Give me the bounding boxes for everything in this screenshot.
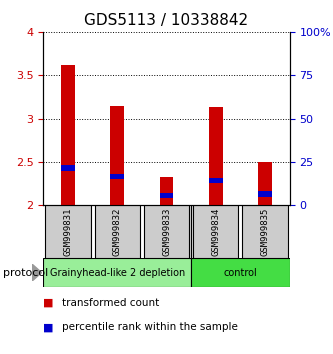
Bar <box>209 107 223 205</box>
Bar <box>193 205 238 258</box>
Text: GSM999831: GSM999831 <box>63 208 73 256</box>
Bar <box>61 165 75 171</box>
Text: GSM999834: GSM999834 <box>211 208 220 256</box>
Bar <box>95 205 140 258</box>
Bar <box>110 105 124 205</box>
Text: protocol: protocol <box>3 268 49 278</box>
Polygon shape <box>32 264 42 281</box>
Text: percentile rank within the sample: percentile rank within the sample <box>62 322 237 332</box>
Text: GSM999835: GSM999835 <box>260 208 270 256</box>
Bar <box>209 178 223 183</box>
Text: control: control <box>223 268 257 278</box>
Bar <box>160 177 173 205</box>
Bar <box>61 65 75 205</box>
Bar <box>191 258 290 287</box>
Text: Grainyhead-like 2 depletion: Grainyhead-like 2 depletion <box>50 268 185 278</box>
Bar <box>144 205 189 258</box>
Text: transformed count: transformed count <box>62 298 159 308</box>
Bar <box>242 205 288 258</box>
Title: GDS5113 / 10338842: GDS5113 / 10338842 <box>85 13 248 28</box>
Bar <box>258 162 272 205</box>
Bar <box>43 258 191 287</box>
Text: GSM999832: GSM999832 <box>113 208 122 256</box>
Text: GSM999833: GSM999833 <box>162 208 171 256</box>
Bar <box>45 205 91 258</box>
Bar <box>110 174 124 179</box>
Bar <box>160 193 173 198</box>
Text: ■: ■ <box>43 322 54 332</box>
Bar <box>258 192 272 197</box>
Text: ■: ■ <box>43 298 54 308</box>
